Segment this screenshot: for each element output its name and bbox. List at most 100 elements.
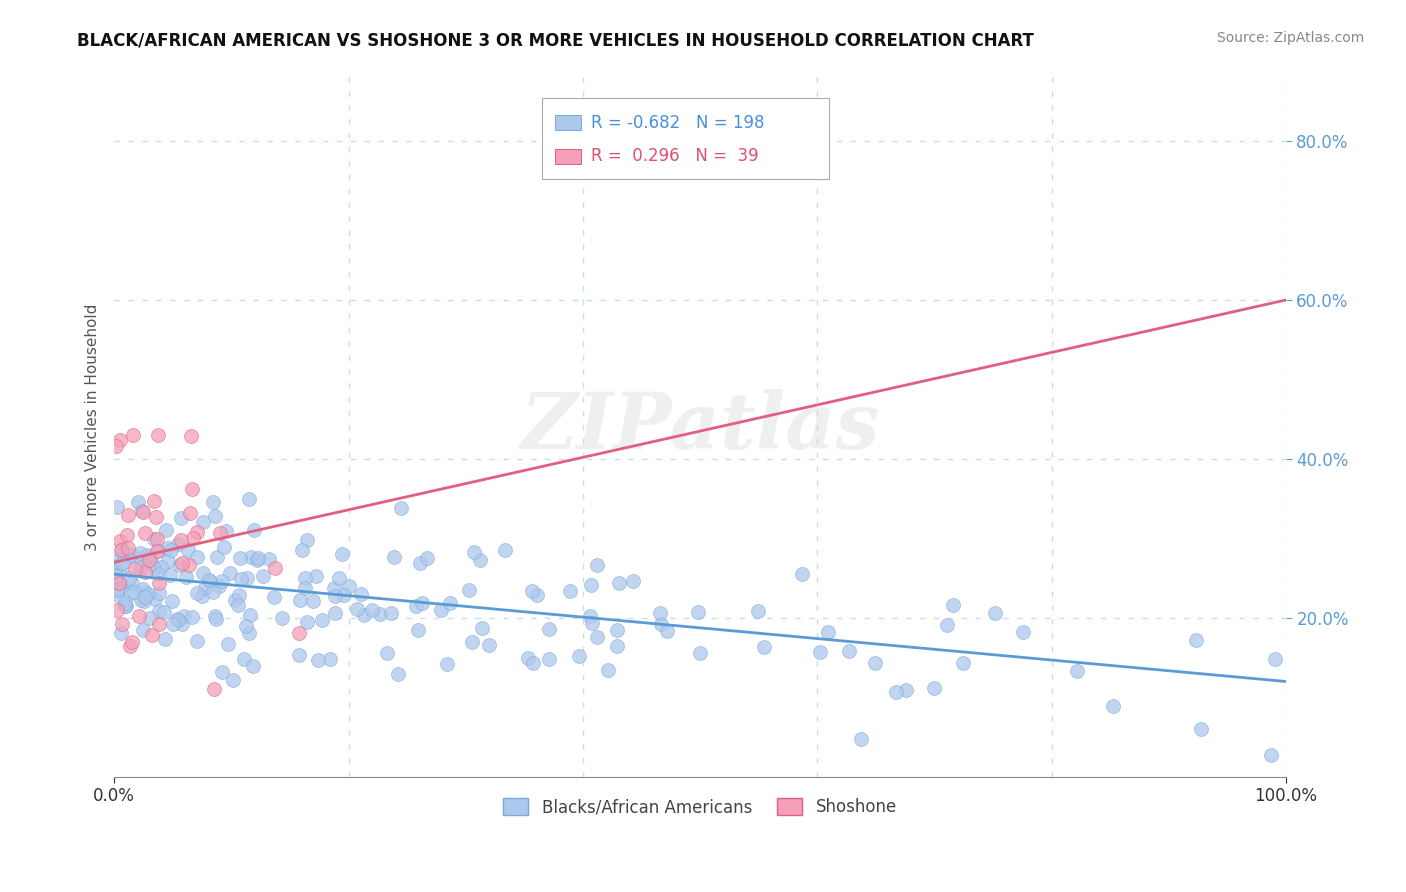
Point bbox=[160, 542, 183, 557]
Point bbox=[128, 560, 150, 574]
Point bbox=[193, 516, 215, 530]
Point bbox=[307, 653, 329, 667]
Point bbox=[180, 482, 202, 496]
Point bbox=[526, 588, 548, 602]
Point bbox=[170, 556, 193, 570]
Point bbox=[211, 665, 233, 680]
Point bbox=[117, 508, 139, 522]
Point bbox=[389, 501, 412, 516]
Point bbox=[110, 626, 132, 640]
Point bbox=[537, 622, 560, 636]
Point bbox=[204, 608, 226, 623]
Point bbox=[110, 543, 132, 558]
Point bbox=[323, 606, 346, 620]
Point bbox=[360, 603, 382, 617]
Point bbox=[922, 681, 945, 695]
Point bbox=[118, 549, 141, 563]
Point bbox=[238, 625, 260, 640]
Point bbox=[136, 587, 159, 601]
Point bbox=[138, 610, 160, 624]
Y-axis label: 3 or more Vehicles in Household: 3 or more Vehicles in Household bbox=[86, 303, 100, 551]
Point bbox=[186, 525, 208, 540]
Point bbox=[1066, 664, 1088, 678]
Point bbox=[148, 604, 170, 618]
Point bbox=[353, 608, 375, 623]
Point bbox=[650, 606, 672, 620]
Point bbox=[141, 557, 163, 571]
Point bbox=[129, 546, 152, 560]
Point bbox=[1264, 652, 1286, 666]
Point bbox=[650, 616, 672, 631]
Point bbox=[387, 667, 409, 681]
Point bbox=[186, 549, 208, 564]
Point bbox=[129, 593, 152, 607]
Point bbox=[108, 576, 131, 591]
Point bbox=[143, 532, 166, 546]
Point bbox=[224, 593, 246, 607]
Point bbox=[238, 491, 260, 506]
Point bbox=[416, 551, 439, 566]
Point bbox=[111, 545, 134, 559]
Point bbox=[122, 428, 145, 442]
Text: ZIPatlas: ZIPatlas bbox=[520, 389, 880, 466]
Point bbox=[494, 543, 516, 558]
Point bbox=[323, 589, 346, 603]
Point bbox=[156, 554, 179, 568]
Point bbox=[120, 586, 142, 600]
Point bbox=[131, 503, 153, 517]
Point bbox=[936, 618, 959, 632]
Point bbox=[181, 610, 204, 624]
Point bbox=[606, 639, 628, 653]
Point bbox=[288, 648, 311, 662]
Point bbox=[522, 656, 544, 670]
Point bbox=[145, 544, 167, 558]
Point bbox=[104, 575, 127, 590]
Point bbox=[105, 583, 128, 598]
Point bbox=[896, 683, 918, 698]
Point bbox=[406, 623, 429, 637]
Point bbox=[135, 548, 157, 562]
Point bbox=[884, 684, 907, 698]
Point bbox=[198, 574, 221, 589]
Point bbox=[107, 500, 129, 515]
Point bbox=[108, 533, 131, 548]
Point bbox=[149, 559, 172, 574]
Point bbox=[621, 574, 644, 589]
Point bbox=[468, 552, 491, 566]
Point bbox=[148, 586, 170, 600]
Point bbox=[159, 568, 181, 582]
Point bbox=[142, 561, 165, 575]
Point bbox=[138, 553, 160, 567]
Point bbox=[311, 614, 333, 628]
Point bbox=[118, 639, 141, 653]
Point bbox=[942, 599, 965, 613]
Point bbox=[143, 591, 166, 606]
Point bbox=[1189, 723, 1212, 737]
Point bbox=[212, 540, 235, 554]
Point bbox=[132, 505, 155, 519]
Point bbox=[179, 506, 201, 520]
Point bbox=[232, 652, 254, 666]
Point bbox=[121, 634, 143, 648]
Point bbox=[114, 599, 136, 613]
Point bbox=[228, 588, 250, 602]
Point bbox=[186, 586, 208, 600]
Point bbox=[568, 649, 591, 664]
Point bbox=[863, 656, 886, 670]
Point bbox=[350, 587, 373, 601]
Point bbox=[132, 623, 155, 637]
Point bbox=[838, 644, 860, 658]
Point bbox=[148, 616, 170, 631]
Point bbox=[247, 551, 270, 566]
Point bbox=[368, 607, 391, 621]
Point bbox=[156, 541, 179, 555]
Point bbox=[1011, 624, 1033, 639]
Point bbox=[209, 525, 232, 540]
Point bbox=[134, 585, 156, 599]
Point bbox=[688, 605, 710, 619]
Point bbox=[204, 509, 226, 524]
Point bbox=[208, 579, 231, 593]
Point bbox=[128, 608, 150, 623]
Point bbox=[288, 626, 311, 640]
Point bbox=[191, 566, 214, 581]
